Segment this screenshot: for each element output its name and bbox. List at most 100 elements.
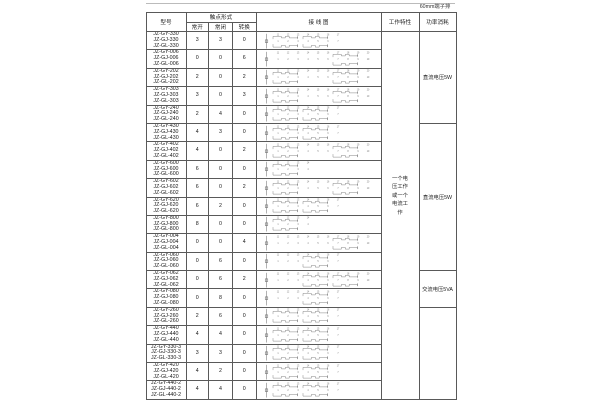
svg-text:6: 6: [327, 59, 329, 61]
svg-text:4: 4: [307, 280, 309, 282]
svg-text:17: 17: [336, 292, 339, 294]
svg-text:9: 9: [357, 188, 359, 190]
svg-text:13: 13: [296, 89, 299, 91]
svg-text:4: 4: [307, 390, 309, 392]
svg-text:6: 6: [327, 188, 329, 190]
svg-text:13: 13: [296, 384, 299, 386]
svg-text:4: 4: [307, 169, 309, 171]
svg-text:16: 16: [326, 53, 329, 55]
svg-text:11: 11: [276, 292, 279, 294]
svg-text:7: 7: [337, 151, 339, 153]
svg-text:3: 3: [297, 151, 299, 153]
svg-text:2: 2: [287, 280, 289, 282]
svg-text:1: 1: [277, 133, 279, 135]
svg-text:13: 13: [296, 163, 299, 165]
svg-text:7: 7: [337, 41, 339, 43]
svg-text:6: 6: [327, 317, 329, 319]
svg-text:2: 2: [287, 151, 289, 153]
svg-text:1: 1: [277, 77, 279, 79]
svg-text:8: 8: [347, 151, 349, 153]
svg-text:14: 14: [306, 181, 309, 183]
svg-text:16: 16: [326, 89, 329, 91]
svg-text:4: 4: [307, 96, 309, 98]
svg-text:16: 16: [326, 310, 329, 312]
svg-text:7: 7: [337, 317, 339, 319]
svg-text:4: 4: [307, 353, 309, 355]
svg-text:1: 1: [277, 280, 279, 282]
svg-text:5: 5: [317, 261, 319, 263]
svg-text:3: 3: [297, 59, 299, 61]
svg-text:11: 11: [276, 273, 279, 275]
svg-text:3: 3: [297, 280, 299, 282]
svg-text:17: 17: [336, 384, 339, 386]
svg-text:3: 3: [297, 77, 299, 79]
svg-text:17: 17: [336, 108, 339, 110]
svg-text:7: 7: [337, 353, 339, 355]
svg-text:2: 2: [287, 372, 289, 374]
svg-text:2: 2: [287, 317, 289, 319]
svg-text:7: 7: [337, 372, 339, 374]
svg-text:2: 2: [287, 169, 289, 171]
svg-text:4: 4: [307, 188, 309, 190]
svg-text:17: 17: [336, 126, 339, 128]
svg-text:10: 10: [366, 96, 369, 98]
svg-text:1: 1: [277, 335, 279, 337]
svg-text:16: 16: [326, 365, 329, 367]
svg-text:11: 11: [276, 53, 279, 55]
svg-text:13: 13: [296, 347, 299, 349]
svg-text:13: 13: [296, 236, 299, 238]
svg-text:8: 8: [347, 188, 349, 190]
svg-text:4: 4: [307, 59, 309, 61]
svg-text:3: 3: [297, 372, 299, 374]
svg-text:3: 3: [297, 298, 299, 300]
svg-text:17: 17: [336, 365, 339, 367]
svg-text:5: 5: [317, 335, 319, 337]
svg-text:1: 1: [277, 243, 279, 245]
svg-text:4: 4: [307, 317, 309, 319]
svg-text:14: 14: [306, 71, 309, 73]
svg-text:15: 15: [316, 181, 319, 183]
svg-text:6: 6: [327, 151, 329, 153]
svg-text:2: 2: [287, 261, 289, 263]
svg-text:4: 4: [307, 114, 309, 116]
svg-text:3: 3: [297, 261, 299, 263]
svg-text:6: 6: [327, 41, 329, 43]
svg-text:16: 16: [326, 34, 329, 36]
svg-text:7: 7: [337, 280, 339, 282]
svg-text:2: 2: [287, 59, 289, 61]
svg-text:16: 16: [326, 292, 329, 294]
svg-text:19: 19: [356, 236, 359, 238]
svg-text:7: 7: [337, 243, 339, 245]
svg-text:6: 6: [327, 96, 329, 98]
svg-text:16: 16: [326, 347, 329, 349]
svg-text:8: 8: [347, 280, 349, 282]
svg-text:16: 16: [326, 200, 329, 202]
svg-text:2: 2: [287, 225, 289, 227]
svg-text:14: 14: [306, 144, 309, 146]
svg-text:4: 4: [307, 261, 309, 263]
svg-text:6: 6: [327, 77, 329, 79]
svg-text:1: 1: [277, 96, 279, 98]
svg-text:6: 6: [327, 372, 329, 374]
svg-text:14: 14: [306, 236, 309, 238]
svg-text:4: 4: [307, 243, 309, 245]
svg-text:2: 2: [287, 133, 289, 135]
svg-text:20: 20: [366, 53, 369, 55]
svg-text:10: 10: [366, 280, 369, 282]
svg-text:19: 19: [356, 53, 359, 55]
svg-text:1: 1: [277, 353, 279, 355]
svg-text:5: 5: [317, 390, 319, 392]
svg-text:15: 15: [316, 71, 319, 73]
svg-text:4: 4: [307, 77, 309, 79]
svg-text:17: 17: [336, 34, 339, 36]
svg-text:2: 2: [287, 188, 289, 190]
svg-text:6: 6: [327, 280, 329, 282]
svg-text:8: 8: [347, 96, 349, 98]
svg-text:2: 2: [287, 298, 289, 300]
svg-text:1: 1: [277, 188, 279, 190]
svg-text:13: 13: [296, 108, 299, 110]
svg-text:16: 16: [326, 144, 329, 146]
svg-text:5: 5: [317, 353, 319, 355]
svg-text:6: 6: [327, 298, 329, 300]
svg-text:7: 7: [337, 298, 339, 300]
